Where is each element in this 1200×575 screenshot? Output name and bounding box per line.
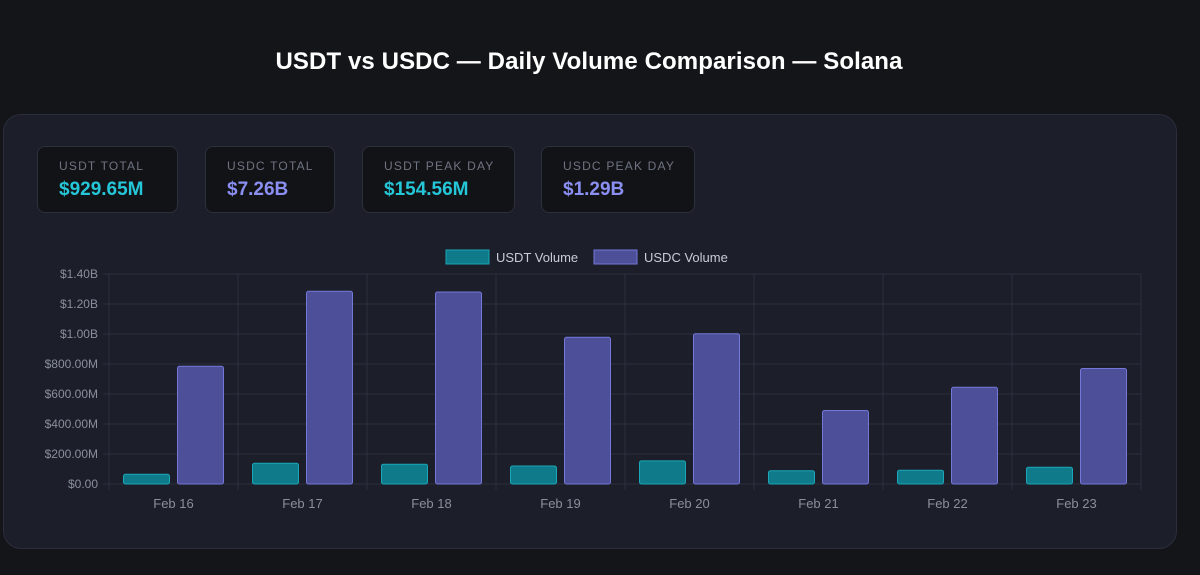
bar-usdt-volume [123, 473, 170, 485]
y-tick-label: $200.00M [45, 447, 98, 461]
bar-usdt-volume [510, 465, 557, 485]
legend-usdc-label: USDC Volume [644, 250, 728, 265]
x-tick-label: Feb 23 [1056, 496, 1096, 511]
bar-usdt-volume [252, 462, 299, 485]
bar-usdc-volume [1080, 368, 1127, 485]
bar-usdt-volume [639, 460, 686, 485]
stat-label: USDT TOTAL [59, 159, 145, 173]
stat-value: $1.29B [563, 179, 625, 200]
bar-usdc-volume [564, 336, 611, 485]
stat-card-usdc-peak: USDC PEAK DAY $1.29B [541, 146, 695, 213]
legend-usdt-label: USDT Volume [496, 250, 578, 265]
x-tick-label: Feb 16 [153, 496, 193, 511]
y-tick-label: $800.00M [45, 357, 98, 371]
y-tick-label: $1.40B [60, 267, 98, 281]
x-tick-label: Feb 18 [411, 496, 451, 511]
stat-card-usdt-total: USDT TOTAL $929.65M [37, 146, 178, 213]
y-tick-label: $600.00M [45, 387, 98, 401]
bar-usdc-volume [306, 290, 353, 485]
stat-value: $929.65M [59, 179, 144, 200]
x-tick-label: Feb 22 [927, 496, 967, 511]
y-tick-label: $400.00M [45, 417, 98, 431]
y-tick-label: $1.00B [60, 327, 98, 341]
bar-usdc-volume [177, 365, 224, 485]
y-tick-label: $1.20B [60, 297, 98, 311]
x-tick-label: Feb 19 [540, 496, 580, 511]
stat-card-usdc-total: USDC TOTAL $7.26B [205, 146, 335, 213]
x-tick-label: Feb 17 [282, 496, 322, 511]
legend-usdt-swatch [445, 249, 490, 265]
bar-usdt-volume [897, 469, 944, 485]
y-tick-label: $0.00 [68, 477, 98, 491]
stat-value: $7.26B [227, 179, 289, 200]
stat-value: $154.56M [384, 179, 469, 200]
stat-card-usdt-peak: USDT PEAK DAY $154.56M [362, 146, 515, 213]
stat-label: USDT PEAK DAY [384, 159, 495, 173]
bar-usdt-volume [768, 470, 815, 485]
bar-usdc-volume [822, 410, 869, 485]
bar-usdc-volume [693, 333, 740, 485]
x-tick-label: Feb 21 [798, 496, 838, 511]
bar-usdt-volume [1026, 466, 1073, 485]
bar-usdt-volume [381, 463, 428, 485]
bar-usdc-volume [435, 291, 482, 485]
legend-usdc-swatch [593, 249, 638, 265]
stat-label: USDC PEAK DAY [563, 159, 676, 173]
x-tick-label: Feb 20 [669, 496, 709, 511]
page-title: USDT vs USDC — Daily Volume Comparison —… [275, 48, 903, 75]
stat-label: USDC TOTAL [227, 159, 314, 173]
bar-usdc-volume [951, 386, 998, 485]
